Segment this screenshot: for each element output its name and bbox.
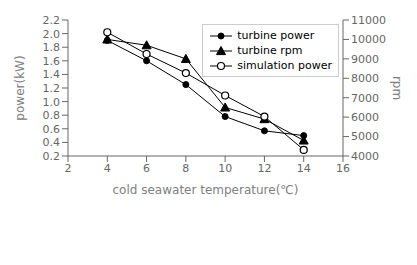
svg-text:4000: 4000 (351, 150, 379, 163)
svg-text:8000: 8000 (351, 72, 379, 85)
svg-text:14: 14 (297, 162, 311, 175)
svg-text:10000: 10000 (351, 33, 386, 46)
svg-text:1.6: 1.6 (43, 55, 61, 68)
html-text:simulation power: simulation power (237, 59, 332, 72)
svg-text:9000: 9000 (351, 53, 379, 66)
svg-text:7000: 7000 (351, 92, 379, 105)
svg-text:4: 4 (104, 162, 111, 175)
svg-text:12: 12 (257, 162, 271, 175)
svg-text:1.4: 1.4 (43, 68, 61, 81)
svg-text:0.8: 0.8 (43, 109, 61, 122)
svg-text:2: 2 (65, 162, 72, 175)
svg-text:1.2: 1.2 (43, 82, 61, 95)
html-text:turbine power: turbine power (237, 29, 315, 42)
svg-text:16: 16 (336, 162, 350, 175)
svg-text:1.0: 1.0 (43, 96, 61, 109)
svg-text:2.2: 2.2 (43, 14, 61, 27)
svg-text:power(kW): power(kW) (13, 55, 27, 120)
svg-text:6000: 6000 (351, 111, 379, 124)
svg-text:6: 6 (143, 162, 150, 175)
svg-text:11000: 11000 (351, 14, 386, 27)
svg-text:5000: 5000 (351, 130, 379, 143)
svg-text:0.4: 0.4 (43, 136, 61, 149)
svg-text:cold seawater temperature(℃): cold seawater temperature(℃) (113, 183, 299, 197)
svg-text:rpm: rpm (390, 76, 404, 100)
svg-text:0.2: 0.2 (43, 150, 61, 163)
svg-text:10: 10 (218, 162, 232, 175)
svg-text:1.8: 1.8 (43, 41, 61, 54)
svg-text:8: 8 (182, 162, 189, 175)
svg-text:0.6: 0.6 (43, 123, 61, 136)
svg-text:2.0: 2.0 (43, 28, 61, 41)
html-text:turbine rpm: turbine rpm (237, 44, 303, 57)
